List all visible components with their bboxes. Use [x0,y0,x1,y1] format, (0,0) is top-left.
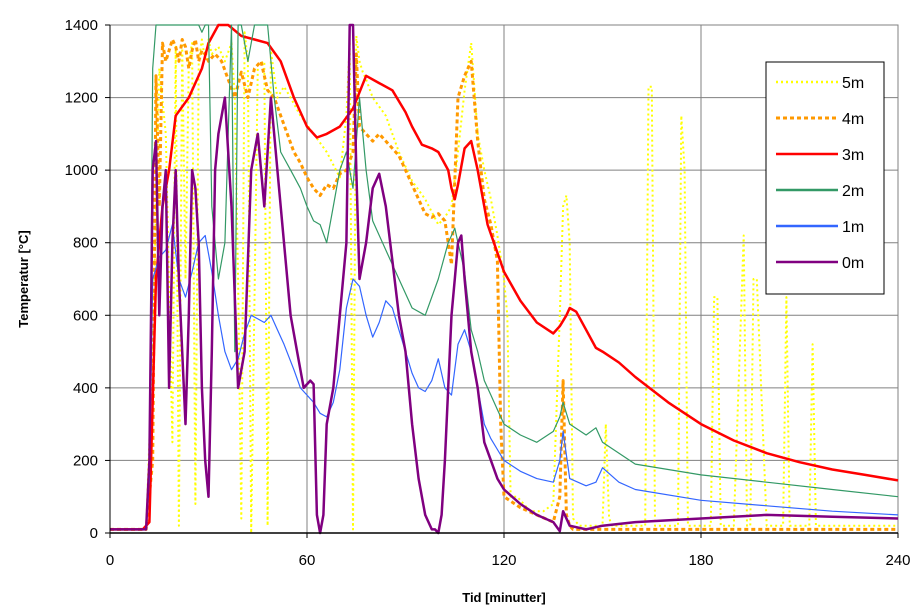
x-tick-labels: 0 60 120 180 240 [106,533,911,569]
y-tick-label: 1400 [65,17,98,34]
legend-label-0m: 0m [842,255,864,272]
x-tick-label: 240 [885,552,910,569]
y-tick-label: 1000 [65,162,98,179]
series-line-3m [110,23,899,531]
series-line-1m [110,224,899,531]
x-tick-label: 180 [688,552,713,569]
y-tick-labels: 0 200 400 600 800 1000 1200 1400 [65,17,110,542]
legend: 5m 4m 3m 2m 1m 0m [765,61,885,295]
x-axis-title: Tid [minutter] [462,590,546,605]
x-tick-label: 0 [106,552,114,569]
x-tick-label: 60 [299,552,316,569]
legend-label-2m: 2m [842,183,864,200]
legend-label-1m: 1m [842,219,864,236]
y-tick-label: 800 [73,235,98,252]
legend-label-3m: 3m [842,147,864,164]
x-tick-label: 120 [491,552,516,569]
y-tick-label: 1200 [65,90,98,107]
legend-label-5m: 5m [842,75,864,92]
legend-box [765,61,885,295]
legend-label-4m: 4m [842,111,864,128]
y-axis-title: Temperatur [°C] [16,230,31,327]
y-tick-label: 200 [73,452,98,469]
y-tick-label: 600 [73,307,98,324]
series-line-2m [110,24,899,531]
series-lines [110,23,899,535]
series-line-0m [110,23,899,535]
y-tick-label: 400 [73,380,98,397]
y-tick-label: 0 [90,525,98,542]
